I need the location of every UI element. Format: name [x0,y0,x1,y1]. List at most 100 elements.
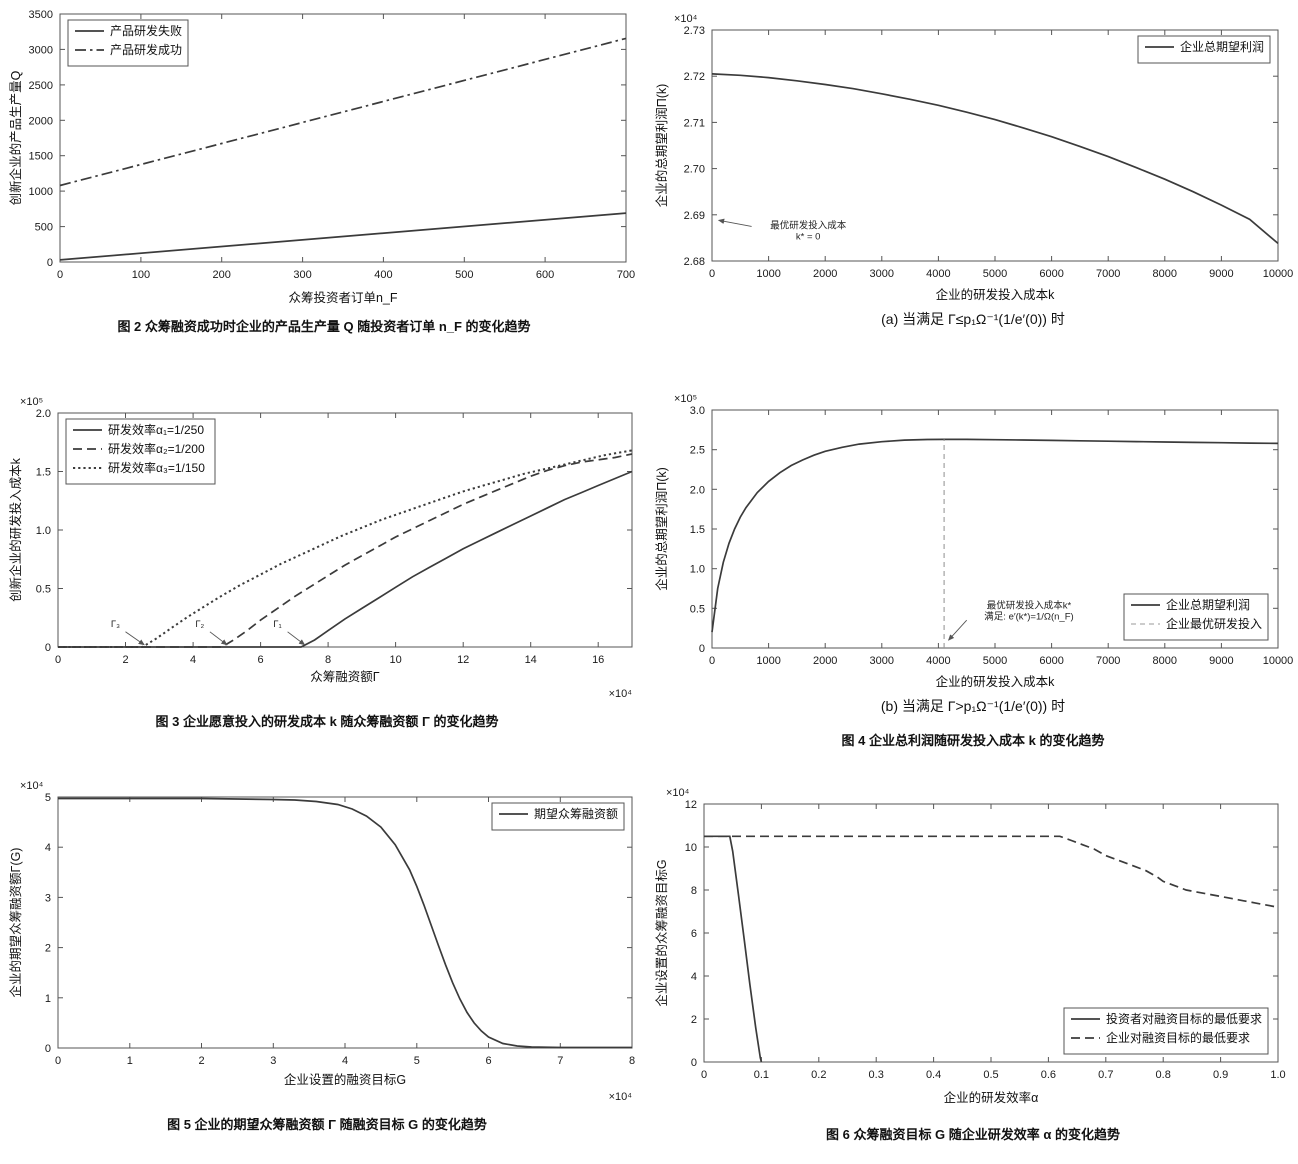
plot-box [57,796,633,1049]
legend-label: 期望众筹融资额 [534,807,618,821]
annotation-arrow [717,218,752,227]
y-tick-label: 2.73 [684,25,705,37]
x-tick-label: 0.6 [1041,1069,1056,1081]
x-tick-label: 5000 [983,268,1007,280]
y-tick-label: 10 [685,842,697,854]
y-axis-label: 创新企业的研发投入成本k [8,457,23,602]
figure-4-caption: 图 4 企业总利润随研发投入成本 k 的变化趋势 [841,733,1105,748]
x-axis-label: 企业设置的融资目标G [284,1072,406,1087]
series-line [58,449,633,648]
figure-2-caption: 图 2 众筹融资成功时企业的产品生产量 Q 随投资者订单 n_F 的变化趋势 [117,319,531,334]
y-tick-label: 0.5 [36,584,51,596]
y-tick-label: 500 [35,222,53,234]
x-tick-label: 500 [455,269,473,281]
x-tick-label: 0.3 [869,1069,884,1081]
series-line [704,835,763,1063]
x-tick-label: 0.5 [983,1069,998,1081]
legend-label: 研发效率α₂=1/200 [108,441,205,456]
x-tick-label: 10 [389,654,401,666]
x-tick-label: 0 [701,1069,707,1081]
x-tick-label: 0.8 [1156,1069,1171,1081]
annotation-text: 最优研发投入成本k* [987,599,1072,611]
figure-4b-subcaption: (b) 当满足 Γ>p₁Ω⁻¹(1/e′(0)) 时 [880,698,1066,714]
x-tick-label: 6000 [1039,655,1063,667]
x-tick-label: 0.4 [926,1069,941,1081]
y-tick-label: 2.0 [36,408,51,420]
x-tick-label: 8000 [1153,655,1177,667]
y-tick-label: 12 [685,799,697,811]
y-axis-label: 企业的总期望利润Π(k) [654,84,669,208]
x-tick-label: 3 [270,1055,276,1067]
legend-box [1063,1007,1269,1055]
figure-4a: 0 1000 2000 3000 4000 5000 6000 7000 8000 9000 100… [652,2,1294,329]
legend-label: 企业对融资目标的最低要求 [1106,1030,1250,1045]
y-tick-label: 5 [45,792,51,804]
annotation-arrow [125,631,145,646]
y-tick-label: 1.0 [36,525,51,537]
annotation-text: Γ₂ [195,619,204,630]
x-tick-label: 300 [293,269,311,281]
y-tick-label: 0 [45,642,51,654]
x-tick-label: 7 [557,1055,563,1067]
y-tick-label: 1.5 [36,467,51,479]
y-tick-label: 2.5 [690,445,705,457]
annotation-text: 满足: e′(k*)=1/Ω(n_F) [984,611,1073,622]
series-line [711,73,1279,245]
y-axis-label: 企业的总期望利润Π(k) [654,467,669,591]
legend-box [1123,593,1269,641]
y-tick-label: 3500 [29,9,53,21]
series-line [59,212,627,261]
x-multiplier: ×10⁴ [609,1091,633,1103]
y-tick-label: 4 [691,971,697,983]
series-line [704,835,1279,909]
y-tick-label: 1 [45,993,51,1005]
x-tick-label: 0 [55,654,61,666]
x-tick-label: 1.0 [1270,1069,1285,1081]
y-tick-label: 1500 [29,151,53,163]
figure-6-chart: 0 0.1 0.2 0.3 0.4 0.5 0.6 0.7 0.8 0.9 1.0 0 2 4 6 8 10 12… [654,787,1286,1105]
x-axis-label: 企业的研发效率α [944,1090,1039,1105]
x-tick-label: 0.2 [811,1069,826,1081]
y-multiplier: ×10⁴ [674,13,698,25]
annotation-text: k* = 0 [796,232,821,243]
y-tick-label: 1.5 [690,524,705,536]
legend-label: 投资者对融资目标的最低要求 [1106,1011,1262,1026]
legend-label: 产品研发成功 [110,42,182,57]
x-tick-label: 7000 [1096,268,1120,280]
x-tick-label: 0.7 [1098,1069,1113,1081]
figure-5-chart: 0 1 2 3 4 5 6 7 8012345×10⁴×10⁴企业设置的融资目标G企业的期望众筹… [8,780,635,1103]
y-tick-label: 2.0 [690,484,705,496]
x-tick-label: 14 [525,654,537,666]
annotation-text: Γ₁ [273,619,281,630]
figure-2-chart: 0 100 200 300 400 500 600 700 0 500 1000 1500 2000 25… [8,9,635,305]
x-tick-label: 10000 [1263,655,1294,667]
y-axis-label: 企业设置的众筹融资目标G [654,859,669,1006]
annotation-text: 最优研发投入成本 [770,220,847,232]
x-tick-label: 3000 [870,268,894,280]
y-tick-label: 1000 [29,186,53,198]
x-axis-label: 众筹投资者订单n_F [288,290,397,305]
figure-4a-subcaption: (a) 当满足 Γ≤p₁Ω⁻¹(1/e′(0)) 时 [881,311,1065,327]
y-tick-label: 2 [45,943,51,955]
y-tick-label: 2.70 [684,164,705,176]
x-tick-label: 0 [57,269,63,281]
x-tick-label: 4 [342,1055,348,1067]
y-tick-label: 2 [691,1014,697,1026]
annotation-arrow [947,619,968,641]
y-axis-label: 企业的期望众筹融资额Γ(G) [8,848,23,998]
legend-label: 产品研发失败 [110,23,182,38]
legend-label: 企业总期望利润 [1180,39,1264,54]
x-tick-label: 9000 [1209,268,1233,280]
y-tick-label: 1.0 [690,564,705,576]
x-tick-label: 3000 [870,655,894,667]
x-tick-label: 5 [414,1055,420,1067]
x-tick-label: 5000 [983,655,1007,667]
y-tick-label: 3.0 [690,405,705,417]
legend-box [67,19,189,67]
figure-3: 0 2 4 6 8 10 12 14 16 0 0.5 1.0 1.5 2.0 ×10⁵ ×10⁴ 众筹融资额Γ… [6,385,648,730]
figure-4a-chart: 0 1000 2000 3000 4000 5000 6000 7000 8000 9000 100… [654,13,1293,302]
x-tick-label: 0.1 [754,1069,769,1081]
x-tick-label: 2 [198,1055,204,1067]
series-line [58,470,633,648]
series-line [58,797,632,1049]
